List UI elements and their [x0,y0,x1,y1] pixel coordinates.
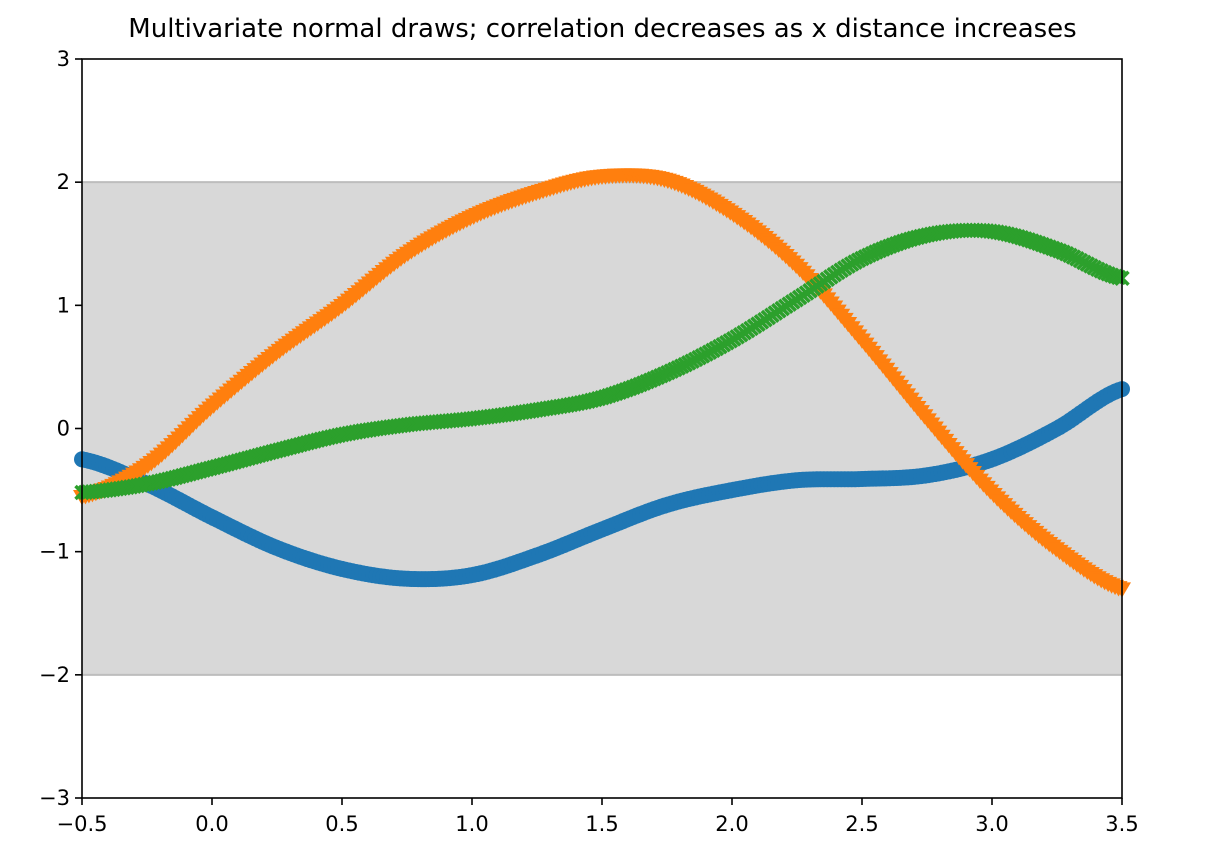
x-tick-label: 1.0 [455,812,488,836]
x-tick-label: 3.5 [1105,812,1138,836]
y-tick-label: 3 [57,47,70,71]
x-tick-label: 3.0 [975,812,1008,836]
axes-layer: −0.5 0.0 0.5 1.0 1.5 2.0 2.5 3.0 3.5 −3 −2 −1 0 1 2 3 [39,47,1139,836]
x-tick-label: 2.0 [715,812,748,836]
series-3 [74,222,1130,501]
x-tick-label: 0.0 [195,812,228,836]
series-3-point [1110,269,1127,286]
y-tick-label: −1 [39,540,70,564]
x-tick-label: −0.5 [57,812,108,836]
x-tick-label: 1.5 [585,812,618,836]
band-layer [82,181,1122,676]
y-tick-label: −2 [39,663,70,687]
y-tick-label: 2 [57,170,70,194]
x-tick-label: 2.5 [845,812,878,836]
y-tick-label: −3 [39,786,70,810]
chart-title: Multivariate normal draws; correlation d… [128,14,1077,44]
series-layer [73,168,1131,598]
series-2 [73,168,1131,598]
x-tick-label: 0.5 [325,812,358,836]
series-1 [74,381,1130,588]
y-tick-label: 0 [57,417,70,441]
y-tick-label: 1 [57,293,70,317]
shaded-band [82,182,1122,675]
